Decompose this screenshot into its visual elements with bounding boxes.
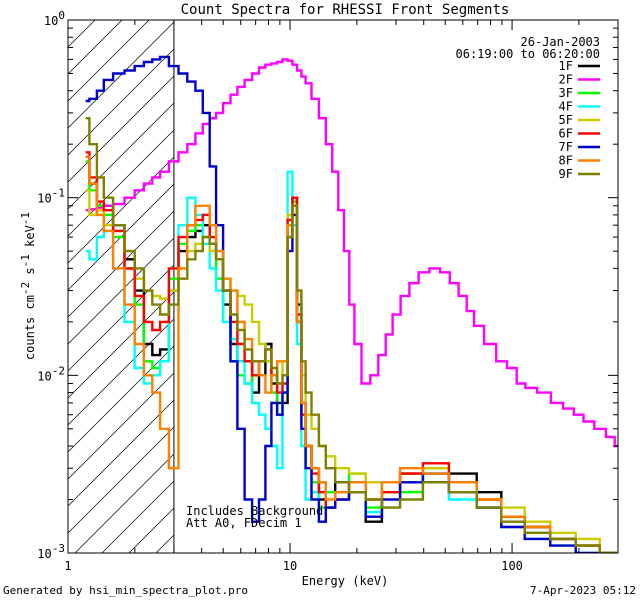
- x-tick-label: 1: [64, 559, 71, 573]
- y-tick-label: 10-1: [37, 187, 65, 206]
- hatch-line: [68, 237, 174, 345]
- y-tick-exponent: -3: [52, 542, 65, 555]
- y-tick-exponent: -2: [52, 364, 65, 377]
- hatch-line: [68, 399, 174, 507]
- legend-label-2F: 2F: [559, 73, 573, 87]
- y-axis-label-exponent-2: -1: [19, 254, 32, 267]
- hatch-line: [68, 183, 174, 291]
- hatch-line: [74, 453, 174, 553]
- y-tick-label: 10-3: [37, 542, 65, 561]
- hatch-line: [68, 426, 174, 534]
- hatch-line: [101, 480, 174, 553]
- legend-label-8F: 8F: [559, 154, 573, 168]
- legend-label-3F: 3F: [559, 86, 573, 100]
- y-axis-label-exponent-1: -2: [19, 282, 32, 295]
- footer-timestamp: 7-Apr-2023 05:12: [530, 584, 636, 597]
- legend-label-9F: 9F: [559, 167, 573, 181]
- legend-label-6F: 6F: [559, 127, 573, 141]
- y-tick-base: 10: [37, 369, 51, 383]
- series-8F-line: [85, 155, 617, 553]
- chart-title: Count Spectra for RHESSI Front Segments: [181, 2, 510, 18]
- y-tick-label: 100: [44, 9, 65, 28]
- y-tick-base: 10: [44, 14, 58, 28]
- footer-generator: Generated by hsi_min_spectra_plot.pro: [3, 584, 248, 597]
- y-tick-base: 10: [37, 192, 51, 206]
- series-9F-line: [85, 117, 617, 553]
- series-2F-line: [85, 58, 618, 448]
- y-tick-base: 10: [37, 547, 51, 561]
- hatch-line: [68, 48, 174, 156]
- hatch-line: [68, 20, 96, 48]
- hatch-line: [68, 129, 174, 237]
- y-tick-exponent: -1: [52, 187, 65, 200]
- note-attenuator: Att A0, FDecim 1: [186, 516, 302, 530]
- y-tick-label: 10-2: [37, 364, 65, 383]
- legend-label-1F: 1F: [559, 59, 573, 73]
- hatch-line: [68, 75, 174, 183]
- annotation-date: 26-Jan-2003: [521, 35, 600, 49]
- y-axis-label-kev: keV: [23, 225, 37, 254]
- legend-label-4F: 4F: [559, 100, 573, 114]
- series-7F-line: [85, 55, 617, 553]
- note-background: Includes Background: [186, 504, 323, 518]
- x-tick-label: 10: [283, 559, 297, 573]
- y-axis-label-text: counts cm: [23, 295, 37, 360]
- legend-label-7F: 7F: [559, 140, 573, 154]
- hatch-line: [68, 372, 174, 480]
- y-axis-label-exponent-3: -1: [19, 212, 32, 225]
- plot-frame: [67, 19, 619, 554]
- legend-label-5F: 5F: [559, 113, 573, 127]
- hatch-line: [68, 21, 174, 129]
- y-axis-label-s: s: [23, 267, 37, 281]
- hatch-line: [68, 102, 174, 210]
- series-group: [85, 55, 618, 553]
- y-axis-label: counts cm-2 s-1 keV-1: [19, 212, 37, 360]
- hatch-line: [68, 264, 174, 372]
- x-axis-label: Energy (keV): [302, 574, 389, 588]
- series-5F-line: [85, 189, 617, 553]
- y-tick-exponent: 0: [58, 9, 65, 22]
- x-tick-label: 100: [501, 559, 523, 573]
- hatch-line: [68, 20, 69, 21]
- hatch-line: [68, 210, 174, 318]
- series-4F-line: [85, 170, 617, 553]
- annotation-time-range: 06:19:00 to 06:20:00: [456, 47, 601, 61]
